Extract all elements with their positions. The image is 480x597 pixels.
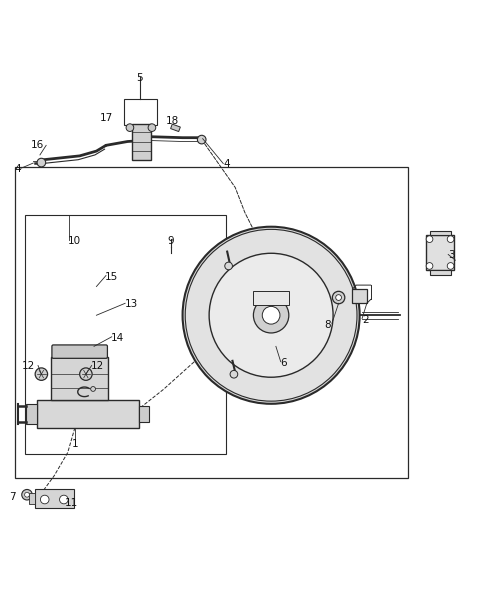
Bar — [124, 99, 157, 125]
Circle shape — [35, 368, 48, 380]
Text: 12: 12 — [22, 361, 35, 371]
FancyBboxPatch shape — [52, 345, 108, 358]
Bar — [35, 489, 74, 508]
Bar — [26, 404, 36, 424]
Text: 14: 14 — [111, 333, 124, 343]
Text: 5: 5 — [136, 73, 143, 84]
Circle shape — [148, 124, 156, 131]
Bar — [24, 215, 226, 454]
Text: 8: 8 — [324, 320, 331, 330]
Circle shape — [447, 263, 454, 269]
Circle shape — [332, 291, 345, 304]
Text: 13: 13 — [125, 299, 138, 309]
Text: 11: 11 — [65, 498, 79, 509]
Bar — [352, 289, 367, 303]
Bar — [36, 400, 140, 427]
Circle shape — [253, 297, 289, 333]
Circle shape — [426, 236, 433, 242]
Bar — [51, 357, 108, 400]
Bar — [29, 493, 35, 504]
Circle shape — [182, 227, 360, 404]
Bar — [430, 270, 451, 275]
Circle shape — [40, 495, 49, 504]
Circle shape — [262, 306, 280, 324]
Circle shape — [426, 263, 433, 269]
Text: 1: 1 — [72, 439, 78, 450]
Bar — [132, 124, 152, 160]
Bar — [253, 291, 289, 304]
Text: 12: 12 — [91, 361, 104, 371]
Circle shape — [24, 493, 29, 497]
Circle shape — [225, 262, 232, 270]
Text: 9: 9 — [168, 236, 174, 246]
Circle shape — [80, 368, 92, 380]
Circle shape — [91, 387, 96, 392]
Circle shape — [60, 495, 68, 504]
Text: 7: 7 — [10, 492, 16, 502]
Text: 2: 2 — [362, 315, 369, 325]
Text: 6: 6 — [281, 358, 288, 368]
Circle shape — [126, 124, 134, 131]
Circle shape — [447, 236, 454, 242]
Bar — [170, 124, 180, 131]
Circle shape — [209, 253, 333, 377]
Bar — [15, 167, 408, 478]
Text: 18: 18 — [166, 116, 179, 127]
Text: 16: 16 — [31, 140, 44, 150]
Circle shape — [197, 136, 206, 144]
Bar — [430, 230, 451, 235]
Text: 10: 10 — [68, 236, 81, 246]
Text: 17: 17 — [100, 113, 113, 122]
Circle shape — [22, 490, 32, 500]
Circle shape — [336, 295, 341, 300]
Text: 4: 4 — [223, 159, 230, 170]
Circle shape — [37, 158, 46, 167]
Bar — [426, 235, 455, 270]
Circle shape — [185, 229, 357, 401]
Text: 3: 3 — [448, 250, 455, 260]
Text: 15: 15 — [105, 272, 118, 282]
Circle shape — [230, 370, 238, 378]
Bar — [140, 406, 149, 422]
Text: 4: 4 — [14, 164, 21, 174]
